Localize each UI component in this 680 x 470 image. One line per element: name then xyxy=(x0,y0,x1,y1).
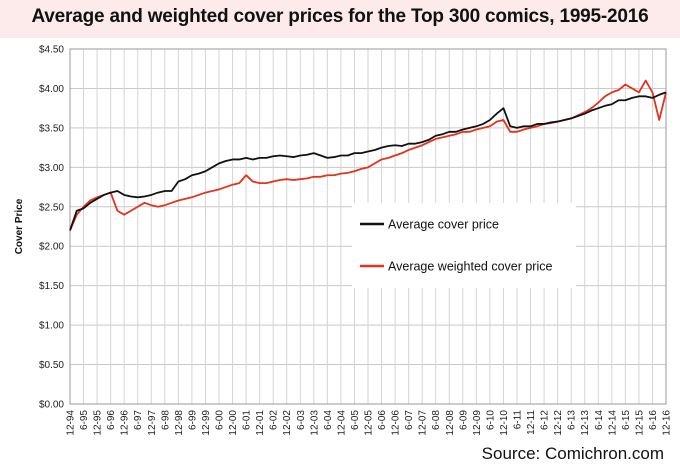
x-tick-label: 6-14 xyxy=(594,410,605,430)
x-tick-label: 6-13 xyxy=(567,410,578,430)
x-tick-label: 12-07 xyxy=(418,410,429,436)
x-tick-label: 12-04 xyxy=(336,410,347,436)
x-tick-label: 12-99 xyxy=(201,410,212,436)
y-tick-label: $3.50 xyxy=(39,123,64,134)
x-axis-ticks: 12-94 6-95 12-95 6-96 12-96 6-97 12-97 6-98 12-9… xyxy=(66,410,673,436)
x-tick-label: 12-09 xyxy=(472,410,483,436)
y-axis-label: Cover Price xyxy=(14,198,25,254)
x-tick-label: 12-96 xyxy=(120,410,131,436)
x-tick-label: 12-00 xyxy=(228,410,239,436)
x-tick-label: 12-95 xyxy=(93,410,104,436)
x-tick-label: 12-01 xyxy=(255,410,266,436)
y-tick-label: $4.50 xyxy=(39,45,64,56)
x-tick-label: 6-07 xyxy=(404,410,415,430)
x-tick-label: 6-00 xyxy=(215,410,226,430)
x-tick-label: 6-12 xyxy=(540,410,551,430)
y-tick-label: $3.00 xyxy=(39,163,64,174)
x-tick-label: 6-03 xyxy=(296,410,307,430)
legend-label-average: Average cover price xyxy=(388,218,499,232)
series-group xyxy=(69,79,667,231)
x-tick-label: 12-03 xyxy=(309,410,320,436)
x-tick-label: 6-08 xyxy=(431,410,442,430)
x-tick-label: 6-09 xyxy=(458,410,469,430)
source-credit: Source: Comichron.com xyxy=(481,444,664,463)
y-tick-label: $1.50 xyxy=(39,281,64,292)
y-tick-label: $4.00 xyxy=(39,84,64,95)
y-tick-label: $1.00 xyxy=(39,321,64,332)
x-tick-label: 6-02 xyxy=(269,410,280,430)
x-tick-label: 12-06 xyxy=(391,410,402,436)
chart-title: Average and weighted cover prices for th… xyxy=(31,6,649,27)
title-band xyxy=(0,0,680,38)
y-tick-label: $0.00 xyxy=(39,400,64,411)
x-tick-label: 12-13 xyxy=(580,410,591,436)
x-tick-label: 6-95 xyxy=(79,410,90,430)
x-tick-label: 6-96 xyxy=(106,410,117,430)
x-tick-label: 6-10 xyxy=(485,410,496,430)
x-tick-label: 12-05 xyxy=(364,410,375,436)
legend-label-weighted: Average weighted cover price xyxy=(388,260,552,274)
x-tick-label: 12-14 xyxy=(607,410,618,436)
x-tick-label: 12-15 xyxy=(634,410,645,436)
x-tick-label: 6-06 xyxy=(377,410,388,430)
x-tick-label: 6-04 xyxy=(323,410,334,430)
legend: Average cover price Average weighted cov… xyxy=(352,203,576,288)
x-tick-label: 6-16 xyxy=(648,410,659,430)
x-tick-label: 12-97 xyxy=(147,410,158,436)
x-tick-label: 12-11 xyxy=(526,410,537,435)
x-tick-label: 12-16 xyxy=(662,410,673,436)
y-axis-ticks: $0.00 $0.50 $1.00 $1.50 $2.00 $2.50 $3.00 $3.50… xyxy=(39,45,64,411)
x-tick-label: 12-98 xyxy=(174,410,185,436)
x-tick-label: 12-02 xyxy=(282,410,293,436)
legend-box xyxy=(352,203,576,288)
x-tick-label: 12-08 xyxy=(445,410,456,436)
x-tick-label: 6-99 xyxy=(187,410,198,430)
x-tick-label: 12-12 xyxy=(553,410,564,436)
y-tick-label: $0.50 xyxy=(39,360,64,371)
x-tick-label: 6-15 xyxy=(621,410,632,430)
x-tick-label: 6-11 xyxy=(513,410,524,430)
x-tick-label: 6-01 xyxy=(242,410,253,430)
x-tick-label: 6-05 xyxy=(350,410,361,430)
plot-border xyxy=(69,48,667,405)
x-tick-label: 12-10 xyxy=(499,410,510,436)
x-tick-label: 6-98 xyxy=(160,410,171,430)
y-tick-label: $2.00 xyxy=(39,242,64,253)
series-line-average xyxy=(69,91,667,231)
x-tick-label: 6-97 xyxy=(133,410,144,430)
x-tick-label: 12-94 xyxy=(66,410,77,436)
y-tick-label: $2.50 xyxy=(39,202,64,213)
